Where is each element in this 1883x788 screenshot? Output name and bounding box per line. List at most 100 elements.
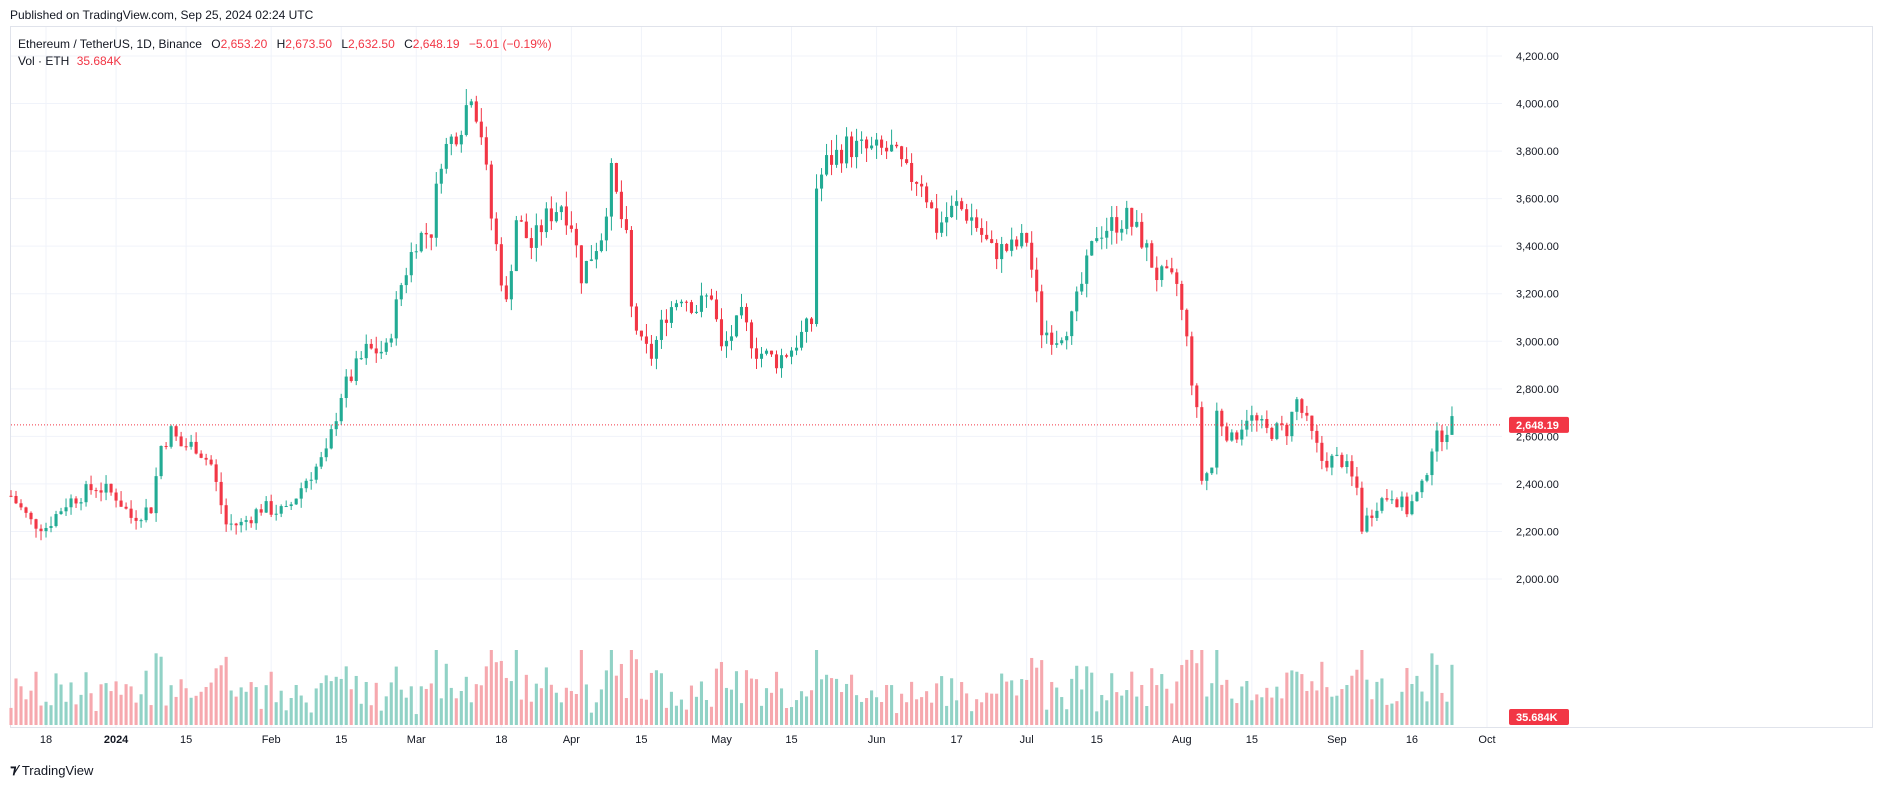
volume-bar bbox=[804, 696, 809, 725]
candle-body bbox=[564, 206, 568, 226]
volume-bar bbox=[94, 710, 98, 725]
candle-body bbox=[794, 347, 799, 351]
candle-body bbox=[829, 155, 834, 165]
y-tick-label: 2,600.00 bbox=[1516, 431, 1559, 443]
volume-bar bbox=[589, 712, 593, 725]
candle-body bbox=[389, 338, 393, 343]
candle-body bbox=[459, 134, 463, 145]
candle-body bbox=[659, 319, 663, 340]
volume-bar bbox=[950, 678, 954, 725]
candle-body bbox=[995, 242, 999, 260]
candle-body bbox=[840, 149, 844, 164]
x-tick-label: 15 bbox=[180, 734, 192, 746]
volume-bar bbox=[109, 691, 113, 725]
tradingview-logo[interactable]: ⁊⁄ TradingView bbox=[10, 762, 93, 778]
candle-body bbox=[1165, 266, 1169, 269]
x-tick-label: 15 bbox=[335, 734, 347, 746]
candle-body bbox=[1240, 429, 1244, 440]
volume-bar bbox=[369, 705, 373, 725]
volume-bar bbox=[1280, 698, 1284, 725]
candle-body bbox=[900, 146, 904, 160]
candle-body bbox=[649, 343, 653, 359]
volume-bar bbox=[599, 689, 603, 725]
candle-body bbox=[264, 501, 268, 513]
volume-bar bbox=[164, 705, 168, 725]
candle-body bbox=[224, 505, 228, 525]
volume-bar bbox=[1140, 684, 1144, 725]
x-tick-label: 18 bbox=[40, 734, 52, 746]
candle-body bbox=[684, 301, 689, 303]
candle-body bbox=[79, 502, 83, 504]
volume-bar bbox=[915, 699, 919, 725]
volume-bar bbox=[309, 712, 313, 725]
candle-body bbox=[399, 285, 403, 300]
candle-body bbox=[519, 220, 523, 222]
volume-bar bbox=[449, 687, 453, 725]
candle-body bbox=[1250, 415, 1254, 421]
volume-bar bbox=[1410, 683, 1414, 725]
ohlc-legend-row: Ethereum / TetherUS, 1D, Binance O2,653.… bbox=[18, 36, 552, 53]
volume-bar bbox=[1035, 667, 1039, 725]
volume-bar bbox=[1150, 668, 1154, 725]
volume-bar bbox=[229, 690, 233, 725]
candle-body bbox=[1450, 416, 1454, 435]
volume-legend-row: Vol · ETH 35.684K bbox=[18, 53, 552, 70]
candle-body bbox=[524, 221, 528, 239]
volume-bar bbox=[709, 706, 714, 725]
candle-body bbox=[1200, 407, 1204, 481]
candle-body bbox=[915, 181, 919, 184]
tradingview-logo-icon: ⁊⁄ bbox=[10, 762, 18, 777]
candle-body bbox=[1265, 419, 1269, 428]
candle-body bbox=[1070, 311, 1074, 337]
volume-bar bbox=[684, 709, 689, 725]
volume-bar bbox=[1360, 650, 1364, 725]
volume-bar bbox=[339, 678, 343, 725]
volume-bar bbox=[910, 681, 914, 725]
volume-bar bbox=[384, 696, 388, 725]
volume-bar bbox=[64, 701, 68, 725]
chart-legend: Ethereum / TetherUS, 1D, Binance O2,653.… bbox=[18, 36, 552, 70]
candle-body bbox=[299, 488, 303, 499]
candle-body bbox=[1340, 454, 1344, 468]
volume-bar bbox=[244, 691, 248, 725]
candle-body bbox=[384, 342, 388, 352]
volume-bar bbox=[895, 713, 899, 725]
candle-body bbox=[985, 234, 989, 240]
candle-body bbox=[759, 353, 764, 359]
candle-body bbox=[870, 145, 874, 149]
tradingview-brand-text: TradingView bbox=[21, 762, 94, 778]
volume-bar bbox=[1320, 661, 1324, 725]
candle-body bbox=[44, 527, 48, 532]
candle-body bbox=[269, 501, 273, 515]
y-tick-label: 3,200.00 bbox=[1516, 289, 1559, 301]
candle-body bbox=[1255, 415, 1259, 421]
candle-body bbox=[1225, 426, 1229, 441]
volume-bar bbox=[454, 698, 458, 725]
candle-body bbox=[119, 500, 123, 507]
last-volume-tag bbox=[1509, 709, 1569, 725]
x-tick-label: 2024 bbox=[104, 734, 129, 746]
candle-body bbox=[409, 252, 413, 276]
candle-body bbox=[664, 319, 668, 323]
volume-bar bbox=[719, 661, 724, 725]
volume-bar bbox=[749, 678, 754, 725]
volume-bar bbox=[169, 685, 173, 725]
volume-bar bbox=[779, 688, 784, 725]
volume-bar bbox=[69, 682, 73, 725]
candle-body bbox=[414, 251, 418, 253]
volume-bar bbox=[174, 696, 178, 725]
volume-bar bbox=[1215, 650, 1219, 725]
volume-bar bbox=[845, 683, 849, 725]
candle-body bbox=[629, 230, 633, 307]
candle-body bbox=[584, 260, 588, 284]
candle-body bbox=[669, 307, 673, 323]
candle-body bbox=[179, 436, 183, 447]
volume-value: 35.684K bbox=[76, 54, 122, 68]
low-value: 2,632.50 bbox=[348, 37, 395, 51]
volume-bar bbox=[1405, 667, 1409, 725]
candle-body bbox=[504, 285, 508, 300]
candle-body bbox=[1355, 476, 1359, 488]
volume-bar bbox=[224, 656, 228, 725]
candle-body bbox=[709, 295, 714, 300]
